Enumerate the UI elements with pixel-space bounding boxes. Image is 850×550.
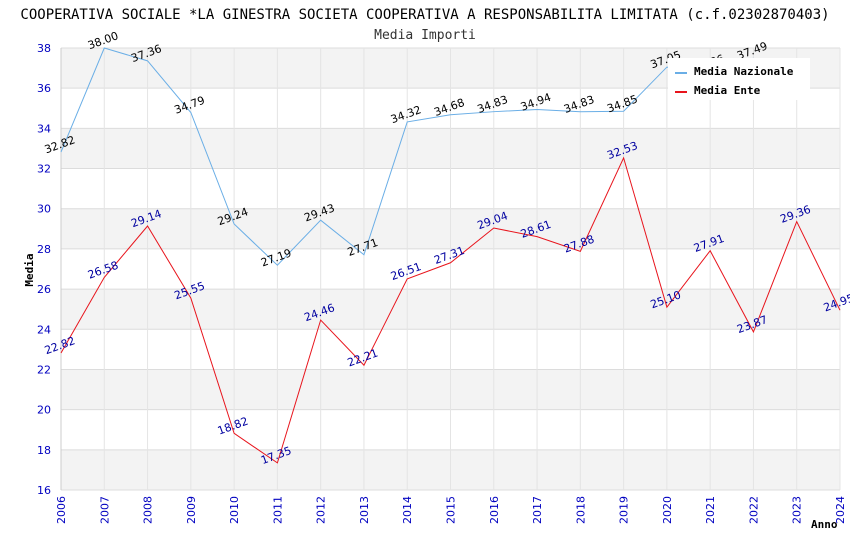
y-tick-label: 38 <box>37 42 51 55</box>
y-tick-label: 30 <box>37 203 51 216</box>
y-tick-label: 24 <box>37 323 51 336</box>
x-tick-label: 2017 <box>531 496 544 524</box>
x-tick-label: 2020 <box>661 496 674 524</box>
y-tick-label: 18 <box>37 444 51 457</box>
x-tick-label: 2006 <box>55 496 68 524</box>
series-line-ente <box>60 156 841 464</box>
x-tick-label: 2018 <box>574 496 587 524</box>
chart-title: COOPERATIVA SOCIALE *LA GINESTRA SOCIETA… <box>20 7 829 23</box>
y-axis-ticks: 16 18 20 22 24 26 28 30 32 34 36 38 <box>37 42 51 497</box>
x-axis-ticks: 2006 2007 2008 2009 2010 2011 2012 2013 2014 2015… <box>55 496 847 524</box>
y-tick-label: 26 <box>37 283 51 296</box>
x-tick-label: 2016 <box>488 496 501 524</box>
y-tick-label: 34 <box>37 122 51 135</box>
x-tick-label: 2022 <box>747 496 760 524</box>
chart-subtitle: Media Importi <box>374 28 476 43</box>
legend-box <box>668 58 810 100</box>
x-tick-label: 2008 <box>142 496 155 524</box>
x-tick-label: 2024 <box>834 496 847 524</box>
x-tick-label: 2012 <box>315 496 328 524</box>
x-axis-title: Anno <box>811 518 838 531</box>
x-tick-label: 2013 <box>358 496 371 524</box>
gridlines <box>60 47 841 491</box>
x-tick-label: 2023 <box>791 496 804 524</box>
y-tick-label: 36 <box>37 82 51 95</box>
y-tick-label: 28 <box>37 243 51 256</box>
x-tick-label: 2019 <box>618 496 631 524</box>
legend: Media Nazionale Media Ente <box>668 58 810 100</box>
y-tick-label: 16 <box>37 484 51 497</box>
y-axis-title: Media <box>23 253 36 286</box>
x-tick-label: 2007 <box>98 496 111 524</box>
x-tick-label: 2021 <box>704 496 717 524</box>
x-tick-label: 2015 <box>445 496 458 524</box>
x-tick-label: 2009 <box>185 496 198 524</box>
y-tick-label: 22 <box>37 363 51 376</box>
x-tick-label: 2010 <box>228 496 241 524</box>
legend-label-ente: Media Ente <box>694 84 761 97</box>
x-tick-label: 2011 <box>271 496 284 524</box>
series-line-nazionale <box>60 47 754 266</box>
x-tick-label: 2014 <box>401 496 414 524</box>
y-tick-label: 20 <box>37 404 51 417</box>
series-lines <box>60 47 841 464</box>
y-tick-label: 32 <box>37 163 51 176</box>
legend-label-nazionale: Media Nazionale <box>694 65 794 78</box>
